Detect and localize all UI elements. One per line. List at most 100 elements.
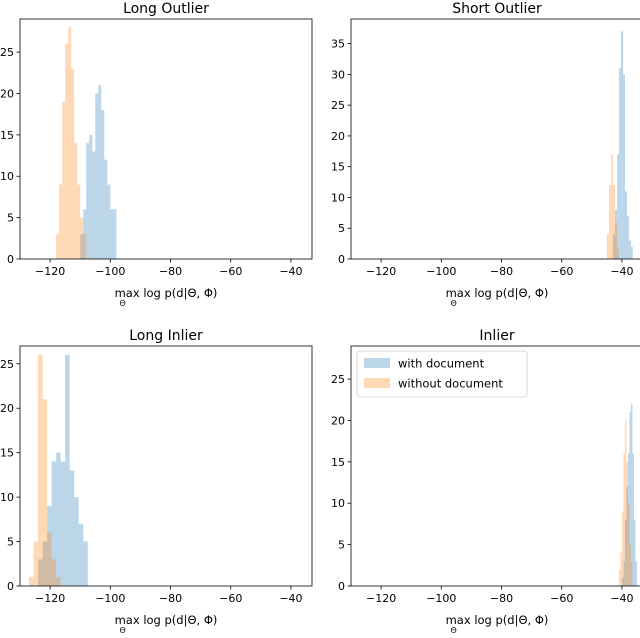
y-tick-label: 20 — [331, 414, 345, 427]
bar-with-long-inlier-0 — [38, 559, 43, 586]
y-tick-label: 0 — [7, 580, 14, 593]
bar-with-short-outlier-3 — [618, 68, 622, 259]
bar-with-long-outlier-4 — [92, 151, 96, 259]
bar-with-long-outlier-2 — [86, 143, 90, 259]
bar-without-long-inlier-0 — [29, 577, 34, 586]
bar-without-inlier-6 — [627, 503, 630, 586]
bar-with-long-outlier-8 — [104, 159, 108, 259]
y-tick-label: 25 — [331, 373, 345, 386]
bar-without-inlier-3 — [623, 453, 625, 586]
y-tick-label: 10 — [0, 491, 14, 504]
bar-with-long-outlier-9 — [107, 184, 111, 259]
bar-with-long-inlier-10 — [83, 541, 88, 586]
bar-with-inlier-2 — [624, 519, 627, 586]
bar-without-short-outlier-5 — [617, 246, 619, 259]
bar-without-long-outlier-1 — [59, 184, 63, 259]
bar-with-short-outlier-4 — [621, 31, 624, 259]
x-axis-label-subscript: Θ — [119, 299, 125, 308]
x-tick-label: −80 — [159, 592, 182, 605]
x-axis-label-subscript: Θ — [450, 626, 456, 634]
bar-with-short-outlier-9 — [630, 246, 633, 259]
bar-without-long-outlier-7 — [77, 184, 81, 259]
bar-without-long-inlier-3 — [42, 399, 48, 586]
x-tick-label: −40 — [610, 592, 633, 605]
x-tick-label: −100 — [95, 592, 125, 605]
y-tick-label: 15 — [331, 456, 345, 469]
bar-with-long-outlier-7 — [101, 110, 105, 259]
x-tick-label: −40 — [610, 265, 633, 278]
bar-without-long-inlier-1 — [33, 541, 39, 586]
bar-with-inlier-6 — [630, 403, 633, 586]
bar-without-long-outlier-4 — [68, 27, 72, 259]
chart-title: Long Inlier — [129, 328, 203, 344]
bar-without-inlier-8 — [630, 561, 633, 586]
y-tick-label: 0 — [7, 253, 14, 266]
bar-with-long-outlier-11 — [113, 209, 117, 259]
x-tick-label: −120 — [366, 265, 396, 278]
bar-without-short-outlier-0 — [606, 234, 609, 259]
bar-with-long-outlier-5 — [95, 93, 99, 259]
bar-with-long-outlier-6 — [98, 85, 102, 259]
bar-with-long-outlier-3 — [89, 134, 93, 259]
bar-without-inlier-0 — [618, 569, 621, 586]
bar-without-short-outlier-2 — [611, 154, 613, 259]
x-tick-label: −120 — [366, 592, 396, 605]
chart-inlier: Inlier 0 5 10 15 20 25 −120 −100 −80 −60 −40 max log… — [331, 328, 640, 635]
x-axis-label-subscript: Θ — [119, 626, 125, 634]
x-axis-label: max log p(d|Θ, Φ) — [446, 613, 549, 627]
bar-without-long-outlier-8 — [80, 217, 84, 259]
chart-long-inlier: Long Inlier 0 5 10 15 20 25 −120 −100 −80 −60 −40 ma… — [0, 328, 313, 635]
x-tick-label: −40 — [279, 592, 302, 605]
legend-label-with: with document — [398, 357, 485, 371]
bar-with-long-inlier-1 — [42, 541, 48, 586]
bar-with-long-inlier-2 — [47, 506, 52, 586]
x-tick-label: −100 — [426, 592, 456, 605]
bar-with-long-inlier-3 — [51, 461, 57, 586]
y-tick-label: 25 — [331, 99, 345, 112]
x-axis-label: max log p(d|Θ, Φ) — [446, 286, 549, 300]
bar-with-inlier-5 — [629, 412, 631, 586]
x-tick-label: −80 — [159, 265, 182, 278]
bar-with-inlier-4 — [627, 453, 630, 586]
bar-with-long-inlier-8 — [74, 497, 79, 586]
bar-without-inlier-1 — [620, 552, 622, 586]
bar-with-long-inlier-6 — [65, 354, 70, 586]
plot-frame — [350, 345, 640, 587]
y-tick-label: 5 — [7, 212, 14, 225]
bar-with-inlier-7 — [632, 453, 634, 586]
x-tick-label: −40 — [279, 265, 302, 278]
legend-label-without: without document — [398, 377, 503, 391]
y-tick-label: 20 — [0, 402, 14, 415]
bar-with-long-outlier-0 — [80, 234, 84, 259]
x-axis-label-subscript: Θ — [450, 299, 456, 308]
legend-swatch-with — [364, 358, 390, 368]
bar-without-long-outlier-6 — [74, 143, 78, 259]
legend-box — [356, 350, 528, 398]
bar-with-long-outlier-1 — [83, 209, 87, 259]
x-tick-label: −60 — [219, 592, 242, 605]
y-tick-label: 5 — [7, 536, 14, 549]
y-tick-label: 15 — [331, 161, 345, 174]
chart-short-outlier: Short Outlier 0 5 10 15 20 25 30 35 −120 −100 −80 −6… — [331, 1, 640, 308]
y-tick-label: 10 — [331, 497, 345, 510]
bar-with-short-outlier-2 — [617, 154, 619, 259]
bar-without-short-outlier-4 — [615, 222, 618, 259]
y-tick-label: 15 — [0, 447, 14, 460]
x-tick-label: −60 — [550, 265, 573, 278]
bar-without-inlier-4 — [624, 420, 627, 586]
bar-without-long-inlier-4 — [47, 532, 52, 586]
y-tick-label: 25 — [0, 358, 14, 371]
x-axis-label: max log p(d|Θ, Φ) — [115, 286, 218, 300]
bar-without-inlier-5 — [626, 461, 628, 586]
y-tick-label: 20 — [0, 87, 14, 100]
bar-with-inlier-0 — [621, 577, 624, 586]
bar-with-short-outlier-5 — [623, 74, 625, 259]
bar-without-long-outlier-3 — [65, 43, 69, 259]
bar-without-short-outlier-1 — [608, 185, 612, 259]
bar-with-long-inlier-7 — [69, 470, 75, 586]
bar-without-long-outlier-2 — [62, 101, 66, 259]
bar-with-long-inlier-4 — [56, 452, 61, 586]
bar-without-long-inlier-6 — [56, 577, 61, 586]
y-tick-label: 0 — [338, 253, 345, 266]
